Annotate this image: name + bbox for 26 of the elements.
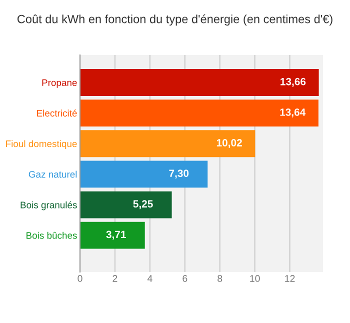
bar xyxy=(80,191,172,218)
data-label: 7,30 xyxy=(169,170,189,179)
bar xyxy=(80,160,208,188)
bar xyxy=(80,100,318,127)
x-tick-label: 2 xyxy=(112,275,118,282)
data-label: 3,71 xyxy=(106,230,126,240)
y-tick-label: Gaz naturel xyxy=(28,170,77,178)
y-tick-label: Electricité xyxy=(37,110,77,117)
data-label: 10,02 xyxy=(216,139,242,148)
y-tick-label: Bois bûches xyxy=(26,232,77,239)
bar xyxy=(80,222,145,249)
y-tick-label: Propane xyxy=(42,79,77,88)
y-tick-label: Fioul domestique xyxy=(6,140,77,150)
data-label: 13,66 xyxy=(280,78,306,87)
x-tick-label: 6 xyxy=(182,275,188,282)
y-tick-label: Bois granulés xyxy=(20,201,77,210)
chart-title: Coût du kWh en fonction du type d'énergie (en centimes d'€) xyxy=(18,14,332,26)
data-label: 13,64 xyxy=(280,108,306,118)
bar xyxy=(80,69,319,96)
x-tick-label: 8 xyxy=(218,275,222,282)
bar xyxy=(80,130,256,158)
x-tick-label: 4 xyxy=(147,275,152,282)
x-tick-label: 10 xyxy=(250,275,260,282)
data-label: 5,25 xyxy=(133,200,153,210)
x-tick-label: 0 xyxy=(78,275,82,282)
x-tick-label: 12 xyxy=(285,275,295,282)
